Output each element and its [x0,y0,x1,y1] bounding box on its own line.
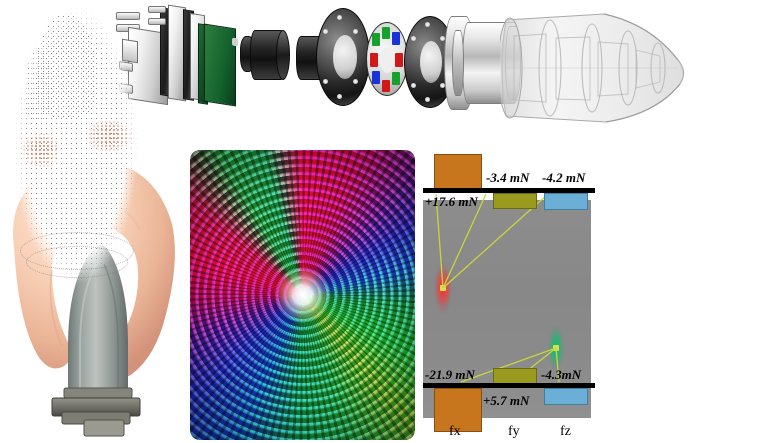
force-bar-diagram: -3.4 mN -4.2 mN +17.6 mN -21.9 mN -4.3mN… [423,150,603,443]
axis-label-fx: fx [449,424,461,439]
transparent-elastomer-cone [500,13,685,123]
point-cloud-base-ring-2 [26,246,128,278]
force-label-fx-bottom: -21.9 mN [425,367,475,382]
axis-label-fy: fy [508,424,520,439]
contact-patch-right [84,112,136,160]
force-baseline-top [423,188,595,193]
force-bar-fz-top [544,193,588,210]
force-label-fz-top: -4.2 mN [542,170,586,185]
force-label-fx-top: +17.6 mN [425,194,478,209]
force-bar-fy-top [493,193,537,209]
exploded-cad-assembly [0,0,770,140]
force-baseline-bottom [423,383,595,388]
force-bar-fx-top [434,154,482,190]
fringe-center-hotspot [274,267,331,323]
interference-fringe-pattern [190,150,415,440]
force-label-fz-bottom: -4.3mN [541,367,582,382]
contact-patch-left [14,128,58,176]
fringe-vignette [190,150,415,440]
reconstructed-point-cloud [0,0,152,290]
force-bar-fx-bottom [434,388,482,432]
axis-label-fz: fz [560,424,571,439]
point-cloud-crease [26,46,52,122]
force-bar-fz-bottom [544,388,588,405]
force-label-fy-top: -3.4 mN [486,170,530,185]
rgb-led-ring [366,22,408,96]
front-flange [316,8,370,106]
force-label-fy-bottom: +5.7 mN [483,393,530,408]
